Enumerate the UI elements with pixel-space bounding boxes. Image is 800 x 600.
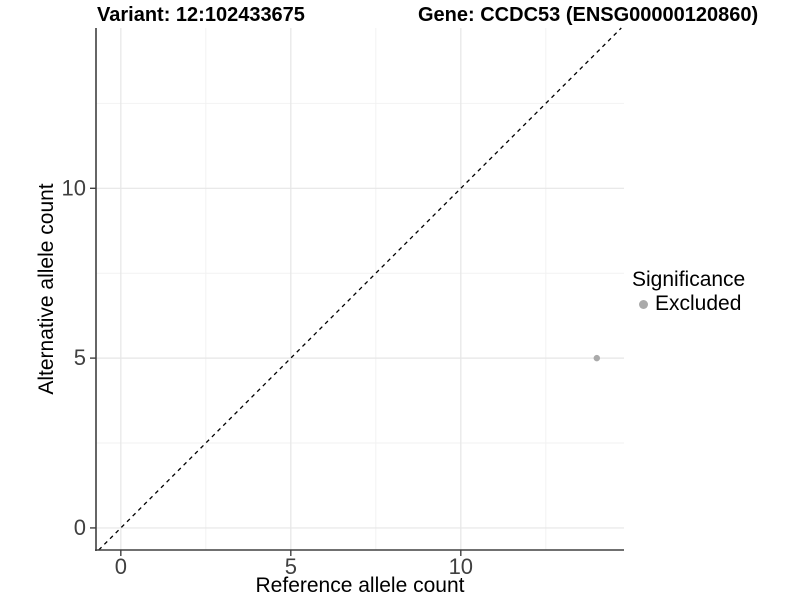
variant-title: Variant: 12:102433675 xyxy=(97,4,305,26)
x-tick-label: 0 xyxy=(115,554,127,579)
x-axis-title: Reference allele count xyxy=(255,574,465,597)
data-point-excluded xyxy=(593,354,601,362)
y-tick-label: 5 xyxy=(74,345,86,370)
y-tick-label: 0 xyxy=(74,515,86,540)
point-swatch-icon xyxy=(639,299,648,309)
legend-title: Significance xyxy=(632,268,746,291)
legend: Significance Excluded xyxy=(632,268,745,316)
legend-item-excluded: Excluded xyxy=(632,292,745,316)
identity-dashed-line xyxy=(98,27,622,551)
x-tick-label: 5 xyxy=(285,554,297,579)
y-tick-label: 10 xyxy=(62,175,86,200)
gene-title: Gene: CCDC53 (ENSG00000120860) xyxy=(418,4,759,26)
legend-item-label: Excluded xyxy=(655,292,742,315)
x-tick-label: 10 xyxy=(449,554,473,579)
y-axis-title: Alternative allele count xyxy=(35,183,58,395)
